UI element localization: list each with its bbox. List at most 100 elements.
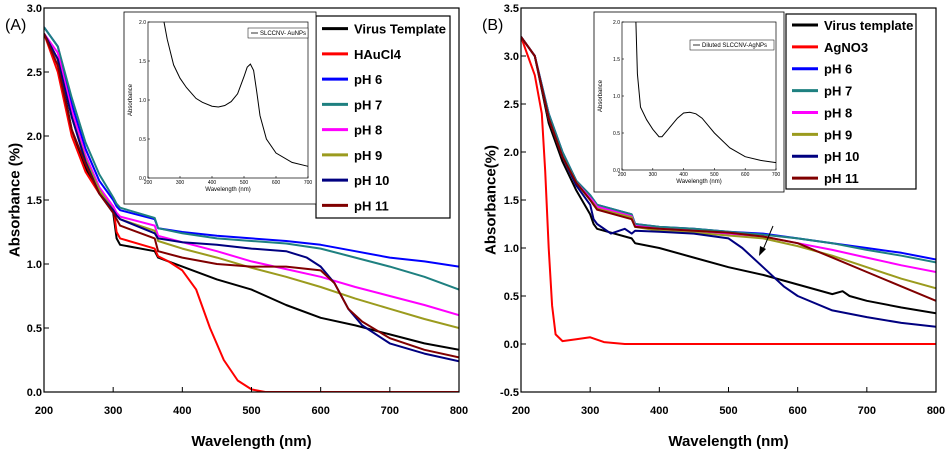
panel-b: (B) 200 300 400 500 600 700 800 -0.5 0.0 0.5 1.0 1.5…: [482, 3, 945, 450]
inset-y-tick-label: 1.5: [613, 57, 620, 63]
y-tick-label: 1.0: [27, 259, 42, 271]
inset-x-axis-title: Wavelength (nm): [205, 187, 250, 193]
series-line-ph-11: [521, 36, 936, 302]
legend-entry: pH 9: [824, 127, 852, 142]
inset-x-tick-label: 200: [618, 172, 627, 178]
inset-chart: 200 300 400 500 600 700 0.0 0.5 1.0 1.5 2.0 Wavelen…: [123, 11, 317, 205]
series-line-virus-template: [44, 33, 459, 351]
inset-y-tick-label: 0.0: [613, 168, 620, 174]
annotation-arrow-head: [759, 246, 766, 256]
inset-x-tick-label: 400: [208, 180, 217, 186]
y-tick-label: 1.0: [504, 243, 519, 255]
x-tick-label: 300: [104, 405, 122, 417]
inset-x-tick-label: 500: [240, 180, 249, 186]
x-tick-label: 200: [35, 405, 53, 417]
legend-entry: Virus template: [824, 18, 913, 33]
inset-frame: [123, 11, 317, 205]
panel-label: (A): [5, 17, 26, 34]
inset-y-tick-label: 2.0: [139, 20, 146, 26]
inset-y-tick-label: 1.0: [139, 98, 146, 104]
legend-entry: pH 7: [354, 97, 382, 112]
inset-y-tick-label: 1.5: [139, 59, 146, 65]
legend-box: [785, 13, 917, 190]
inset-y-tick-label: 0.0: [139, 176, 146, 182]
inset-chart: 200 300 400 500 600 700 0.0 0.5 1.0 1.5 2.0 Wavelen…: [593, 11, 785, 193]
x-tick-label: 800: [927, 405, 945, 417]
inset-x-tick-label: 400: [679, 172, 688, 178]
inset-x-axis-title: Wavelength (nm): [676, 179, 721, 185]
x-tick-label: 700: [858, 405, 876, 417]
legend-entry: HAuCl4: [354, 47, 402, 62]
inset-y-tick-label: 0.5: [613, 131, 620, 137]
series-line-ph-8: [44, 33, 459, 317]
inset-y-tick-label: 0.5: [139, 137, 146, 143]
series-line-virus-template: [521, 36, 936, 315]
y-tick-label: 0.0: [504, 339, 519, 351]
series-line-ph-11: [44, 33, 459, 359]
x-axis-title: Wavelength (nm): [191, 433, 311, 450]
legend-box: [315, 15, 451, 219]
inset-series-line: [635, 21, 777, 164]
legend-entry: pH 11: [354, 198, 389, 213]
inset-x-tick-label: 200: [144, 180, 153, 186]
y-tick-label: 2.0: [27, 131, 42, 143]
x-tick-label: 500: [719, 405, 737, 417]
y-tick-label: 2.5: [504, 99, 519, 111]
inset-y-axis-title: Absorbance: [598, 79, 604, 112]
legend-entry: pH 7: [824, 84, 852, 99]
y-tick-label: 0.0: [27, 387, 42, 399]
inset-y-tick-label: 1.0: [613, 94, 620, 100]
x-tick-label: 600: [788, 405, 806, 417]
series-line-ph-7: [44, 26, 459, 291]
y-tick-label: 3.0: [504, 51, 519, 63]
y-tick-label: 0.5: [504, 291, 519, 303]
inset-y-axis-title: Absorbance: [128, 83, 134, 116]
inset-legend-entry: Diluted SLCCNV-AgNPs: [702, 43, 767, 49]
inset-x-tick-label: 600: [741, 172, 750, 178]
inset-x-tick-label: 300: [176, 180, 185, 186]
inset-frame: [593, 11, 785, 193]
x-tick-label: 300: [581, 405, 599, 417]
y-tick-label: 2.0: [504, 147, 519, 159]
x-tick-label: 500: [242, 405, 260, 417]
annotation-arrow: [761, 225, 774, 253]
legend-entry: pH 10: [824, 149, 859, 164]
inset-y-tick-label: 2.0: [613, 20, 620, 26]
x-tick-label: 600: [311, 405, 329, 417]
legend-entry: pH 11: [824, 171, 859, 186]
inset-x-tick-label: 500: [710, 172, 719, 178]
inset-x-tick-label: 700: [772, 172, 781, 178]
inset-legend-box: [689, 39, 775, 51]
legend-entry: pH 9: [354, 148, 382, 163]
x-tick-label: 400: [173, 405, 191, 417]
inset-x-tick-label: 700: [304, 180, 313, 186]
x-tick-label: 800: [450, 405, 468, 417]
y-axis-title: Absorbance(%): [482, 145, 499, 255]
x-axis-title: Wavelength (nm): [668, 433, 788, 450]
series-group: [44, 26, 459, 392]
inset-series-line: [163, 21, 309, 167]
y-tick-label: 3.0: [27, 3, 42, 15]
y-tick-label: 3.5: [504, 3, 519, 15]
panel-label: (B): [482, 17, 503, 34]
x-tick-label: 700: [381, 405, 399, 417]
y-tick-label: 2.5: [27, 67, 42, 79]
legend-entry: AgNO3: [824, 40, 868, 55]
legend-entry: pH 10: [354, 173, 389, 188]
legend-entry: pH 8: [354, 123, 382, 138]
legend-entry: pH 8: [824, 105, 852, 120]
y-tick-label: 1.5: [27, 195, 42, 207]
x-tick-label: 400: [650, 405, 668, 417]
inset-x-tick-label: 600: [272, 180, 281, 186]
y-tick-label: 0.5: [27, 323, 42, 335]
inset-legend-entry: SLCCNV- AuNPs: [260, 31, 306, 37]
series-group: [521, 36, 936, 345]
series-line-haucl4: [44, 33, 459, 392]
inset-legend-box: [247, 27, 309, 39]
legend-entry: Virus Template: [354, 22, 446, 37]
legend-entry: pH 6: [824, 62, 852, 77]
y-axis-title: Absorbance (%): [6, 143, 23, 257]
panel-a: (A)200 300 400 500 600 700 8000.00.51.01.52.02…: [5, 3, 468, 450]
